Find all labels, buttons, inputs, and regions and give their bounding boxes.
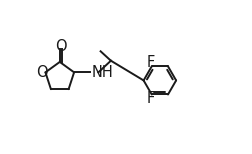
Text: NH: NH — [91, 65, 112, 80]
Text: O: O — [36, 65, 47, 80]
Text: F: F — [146, 91, 154, 106]
Text: F: F — [146, 55, 154, 70]
Text: O: O — [55, 38, 66, 54]
